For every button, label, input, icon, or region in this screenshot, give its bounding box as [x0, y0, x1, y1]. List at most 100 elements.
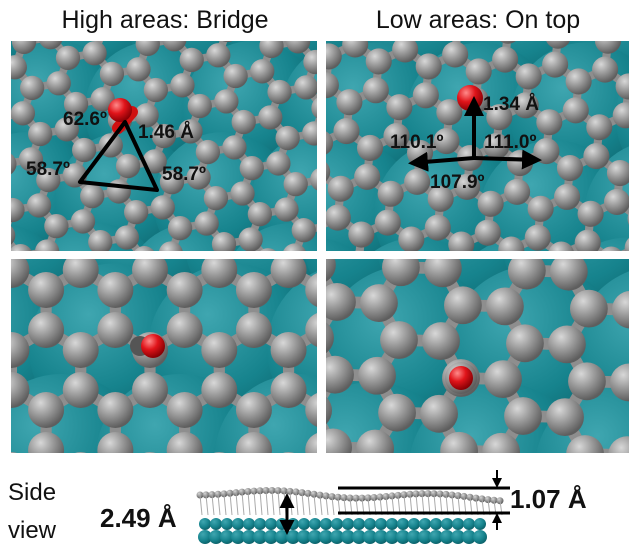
carbon-atom — [507, 150, 533, 176]
carbon-atom — [44, 214, 68, 238]
bond — [272, 490, 274, 515]
carbon-atom — [342, 31, 368, 57]
carbon-atom — [180, 48, 204, 72]
carbon-atom — [28, 432, 64, 468]
carbon-atom — [536, 109, 562, 135]
carbon-atom — [482, 433, 520, 471]
carbon-atom — [504, 179, 530, 205]
carbon-atom — [167, 392, 203, 428]
metal-atom — [298, 518, 310, 530]
carbon-atom — [484, 360, 522, 398]
carbon-atom — [583, 143, 609, 169]
metal-atom — [265, 518, 277, 530]
carbon-atom — [124, 200, 148, 224]
carbon-atom — [3, 55, 27, 79]
metal-atom — [474, 518, 486, 530]
carbon-atom — [506, 324, 544, 362]
carbon-atom — [357, 135, 383, 161]
metal-atom — [287, 518, 299, 530]
annotation: 58.7º — [26, 159, 70, 180]
carbon-atom — [504, 397, 542, 435]
bond — [334, 0, 343, 11]
bond — [0, 164, 4, 189]
carbon-atom — [71, 209, 95, 233]
carbon-atom — [97, 392, 133, 428]
carbon-atom — [271, 372, 307, 408]
carbon-atom — [201, 452, 237, 488]
carbon-atom — [274, 197, 298, 221]
carbon-atom — [286, 29, 310, 53]
carbon-atom — [404, 169, 430, 195]
carbon-atom — [0, 177, 7, 201]
carbon-atom — [525, 225, 551, 251]
carbon-atom — [386, 94, 412, 120]
carbon-atom — [358, 357, 396, 395]
metal-atom — [419, 518, 431, 530]
carbon-atom — [4, 0, 28, 8]
side-label: view — [8, 517, 57, 544]
carbon-atom — [132, 372, 168, 408]
carbon-atom — [413, 82, 439, 108]
metal-atom — [473, 530, 487, 544]
carbon-atom — [214, 89, 238, 113]
carbon-atom — [554, 184, 580, 210]
carbon-atom — [271, 452, 307, 488]
carbon-atom — [492, 46, 518, 72]
carbon-atom — [204, 186, 228, 210]
metal-atom — [441, 518, 453, 530]
side-view — [197, 470, 511, 544]
carbon-atom — [624, 0, 631, 13]
carbon-atom — [542, 51, 568, 77]
carbon-atom — [116, 154, 140, 178]
carbon-atom — [303, 50, 327, 74]
carbon-atom — [238, 227, 262, 251]
bond — [0, 143, 4, 164]
carbon-atom — [63, 332, 99, 368]
bond — [351, 27, 378, 32]
carbon-atom — [398, 227, 424, 253]
carbon-atom — [442, 41, 468, 67]
bond — [625, 492, 631, 528]
metal-atom — [210, 518, 222, 530]
carbon-atom — [0, 198, 24, 222]
carbon-atom — [466, 58, 492, 84]
panel-title: Low areas: On top — [376, 6, 580, 34]
carbon-atom — [267, 80, 291, 104]
annotation: 62.6º — [63, 109, 107, 130]
figure: High areas: Bridge Low areas: On top 62.… — [0, 0, 631, 550]
bond — [308, 0, 334, 11]
carbon-atom — [230, 181, 254, 205]
bond — [242, 492, 244, 515]
carbon-atom — [621, 16, 631, 42]
bond — [290, 491, 292, 515]
annotation: 58.7º — [162, 164, 206, 185]
bond — [43, 0, 60, 12]
carbon-atom — [170, 73, 194, 97]
metal-atom — [243, 518, 255, 530]
carbon-atom — [420, 395, 458, 433]
carbon-atom — [222, 135, 246, 159]
carbon-atom — [0, 9, 19, 33]
bond — [373, 485, 395, 521]
side-label: Side — [8, 479, 56, 506]
carbon-atom — [325, 205, 351, 231]
carbon-atom — [100, 62, 124, 86]
distance-label: 1.07 Å — [510, 484, 587, 514]
carbon-atom — [294, 75, 318, 99]
carbon-atom — [236, 392, 272, 428]
bond — [269, 482, 311, 483]
carbon-atom — [316, 356, 354, 394]
carbon-atom — [115, 225, 139, 249]
bond — [627, 455, 631, 492]
carbon-atom — [354, 164, 380, 190]
carbon-atom — [167, 272, 203, 308]
carbon-atom — [72, 138, 96, 162]
bond — [0, 235, 3, 240]
carbon-atom — [566, 68, 592, 94]
carbon-atom — [316, 43, 342, 69]
carbon-atom — [240, 156, 264, 180]
carbon-atom — [366, 48, 392, 74]
bond — [260, 491, 262, 515]
distance-label: 2.49 Å — [100, 503, 177, 533]
carbon-atom — [606, 509, 631, 547]
